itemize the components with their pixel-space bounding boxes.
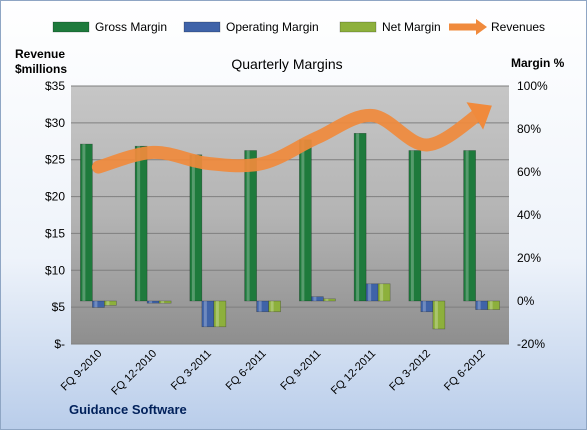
right-tick-label: 100% — [517, 79, 548, 93]
left-axis-label-line1: Revenue — [15, 47, 65, 61]
bar-highlight — [477, 301, 481, 310]
bar-gross-margin — [134, 145, 148, 302]
bar-highlight — [313, 296, 317, 301]
bar-gross-margin — [189, 154, 203, 302]
bar-highlight — [137, 146, 141, 301]
bar-highlight — [82, 144, 86, 301]
bar-highlight — [161, 301, 165, 304]
legend-label: Gross Margin — [95, 20, 167, 34]
bar-operating-margin — [92, 300, 105, 308]
bar-operating-margin — [311, 296, 324, 302]
left-tick-label: $25 — [45, 153, 65, 167]
bar-highlight — [489, 301, 493, 310]
left-tick-label: $35 — [45, 79, 65, 93]
legend: Gross Margin Operating Margin Net Margin Re… — [52, 19, 545, 35]
chart-title: Quarterly Margins — [231, 56, 342, 72]
category-label: FQ 9-2010 — [59, 348, 105, 394]
bar-highlight — [149, 301, 153, 304]
bar-highlight — [410, 150, 414, 301]
bar-highlight — [270, 301, 274, 312]
bar-gross-margin — [299, 139, 312, 302]
bar-net-margin — [377, 283, 391, 302]
bar-operating-margin — [475, 300, 488, 310]
bar-net-margin — [104, 300, 117, 306]
left-tick-label: $20 — [45, 190, 65, 204]
legend-label: Revenues — [491, 20, 545, 34]
right-tick-label: 60% — [517, 165, 541, 179]
bar-highlight — [215, 301, 219, 327]
bar-gross-margin — [244, 150, 257, 302]
bar-operating-margin — [146, 300, 160, 304]
bar-highlight — [368, 283, 372, 301]
legend-label: Net Margin — [382, 20, 441, 34]
bar-operating-margin — [365, 283, 379, 302]
category-label: FQ 6-2011 — [224, 348, 269, 393]
right-tick-label: -20% — [517, 337, 545, 351]
legend-arrow — [476, 19, 487, 35]
legend-label: Operating Margin — [226, 20, 319, 34]
right-tick-label: 0% — [517, 294, 535, 308]
right-tick-label: 80% — [517, 122, 541, 136]
bar-highlight — [356, 133, 360, 301]
bar-net-margin — [268, 300, 281, 313]
bar-highlight — [258, 301, 262, 312]
revenue-arrowhead — [466, 102, 492, 130]
bar-highlight — [301, 139, 305, 301]
left-tick-label: $10 — [45, 263, 65, 277]
bar-gross-margin — [353, 133, 367, 302]
legend-swatch — [183, 21, 221, 33]
bar-operating-margin — [420, 300, 434, 313]
left-tick-label: $5 — [52, 300, 66, 314]
bar-net-margin — [158, 300, 172, 304]
bar-highlight — [203, 301, 207, 327]
category-label: FQ 12-2010 — [109, 348, 159, 398]
left-tick-label: $15 — [45, 226, 65, 240]
legend-swatch — [339, 21, 377, 33]
bar-gross-margin — [463, 150, 476, 302]
bar-net-margin — [323, 298, 336, 302]
bar-highlight — [94, 301, 98, 308]
category-label: FQ 3-2011 — [169, 348, 214, 393]
bar-operating-margin — [256, 300, 269, 313]
source-label: Guidance Software — [69, 402, 187, 417]
bar-net-margin — [432, 300, 446, 330]
revenue-line — [91, 102, 492, 174]
legend-swatch — [52, 21, 90, 33]
bar-highlight — [246, 150, 250, 301]
category-label: FQ 12-2011 — [329, 348, 378, 397]
left-axis-label-line2: $millions — [15, 62, 67, 76]
bar-gross-margin — [80, 143, 93, 302]
bars — [80, 133, 500, 330]
category-label: FQ 9-2011 — [278, 348, 323, 393]
bar-highlight — [325, 298, 329, 301]
category-label: FQ 3-2012 — [387, 348, 433, 394]
bar-net-margin — [487, 300, 500, 310]
category-label: FQ 6-2012 — [442, 348, 488, 394]
left-tick-label: $30 — [45, 116, 65, 130]
bar-highlight — [465, 150, 469, 301]
bar-highlight — [106, 301, 110, 306]
right-tick-label: 40% — [517, 208, 541, 222]
left-tick-label: $- — [54, 337, 65, 351]
bar-operating-margin — [201, 300, 215, 328]
bar-highlight — [434, 301, 438, 329]
bar-highlight — [380, 283, 384, 301]
right-axis-label: Margin % — [511, 56, 565, 70]
bar-gross-margin — [408, 150, 422, 302]
right-tick-label: 20% — [517, 251, 541, 265]
bar-net-margin — [213, 300, 227, 328]
bar-highlight — [191, 154, 195, 301]
revenue-line-path — [91, 105, 489, 174]
bar-highlight — [422, 301, 426, 312]
